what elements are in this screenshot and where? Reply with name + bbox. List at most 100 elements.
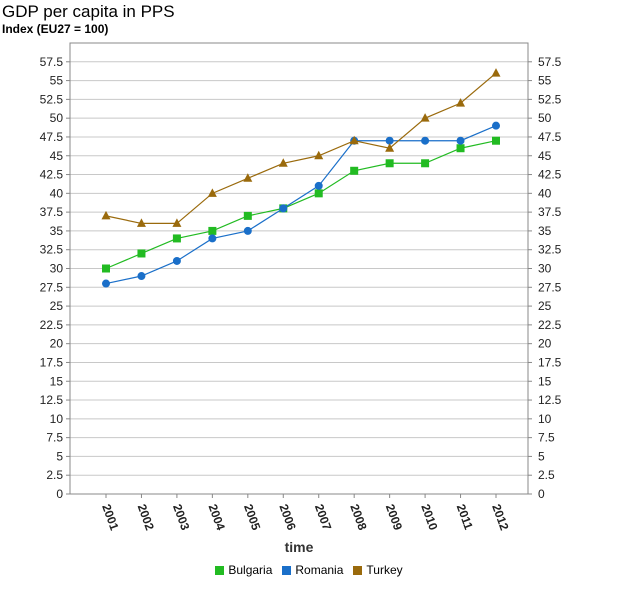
- y-tick-label-right: 25: [538, 299, 552, 313]
- y-tick-label-right: 17.5: [538, 355, 562, 369]
- y-tick-label-left: 32.5: [40, 243, 64, 257]
- y-tick-label-left: 50: [50, 111, 64, 125]
- x-tick-label: 2001: [99, 502, 121, 532]
- y-tick-label-left: 0: [56, 487, 63, 501]
- y-tick-label-right: 22.5: [538, 318, 562, 332]
- data-point-romania: [421, 136, 430, 145]
- y-tick-label-right: 32.5: [538, 243, 562, 257]
- y-tick-label-right: 35: [538, 224, 552, 238]
- data-point-bulgaria: [350, 166, 359, 175]
- y-axis-right: 02.557.51012.51517.52022.52527.53032.535…: [528, 55, 562, 501]
- y-tick-label-left: 5: [56, 449, 63, 463]
- data-point-romania: [172, 256, 181, 265]
- y-tick-label-left: 7.5: [46, 431, 63, 445]
- data-point-turkey: [101, 210, 111, 220]
- data-point-turkey: [243, 173, 253, 182]
- legend-label: Romania: [295, 563, 344, 577]
- x-tick-label: 2003: [170, 502, 192, 532]
- data-point-turkey: [207, 188, 217, 197]
- y-tick-label-right: 30: [538, 262, 552, 276]
- series-line-turkey: [105, 72, 497, 224]
- data-point-turkey: [420, 113, 430, 122]
- y-tick-label-right: 5: [538, 449, 545, 463]
- data-point-turkey: [456, 98, 466, 107]
- legend-swatch-turkey: [353, 565, 363, 575]
- y-tick-label-right: 55: [538, 74, 552, 88]
- data-point-bulgaria: [421, 159, 430, 168]
- y-tick-label-left: 15: [50, 374, 64, 388]
- y-tick-label-left: 10: [50, 412, 64, 426]
- series-line-romania: [105, 125, 497, 285]
- grid-lines: [70, 61, 528, 495]
- y-tick-label-right: 12.5: [538, 393, 562, 407]
- y-tick-label-right: 0: [538, 487, 545, 501]
- y-tick-label-left: 30: [50, 262, 64, 276]
- y-tick-label-left: 2.5: [46, 468, 63, 482]
- legend-item-bulgaria: Bulgaria: [215, 563, 272, 577]
- y-tick-label-right: 37.5: [538, 205, 562, 219]
- data-point-romania: [137, 272, 146, 281]
- x-tick-label: 2012: [489, 502, 511, 532]
- data-point-romania: [243, 226, 252, 235]
- data-point-romania: [456, 136, 465, 145]
- x-tick-label: 2004: [206, 502, 228, 532]
- y-tick-label-right: 10: [538, 412, 552, 426]
- y-tick-label-left: 55: [50, 74, 64, 88]
- legend-item-turkey: Turkey: [353, 563, 403, 577]
- data-point-turkey: [278, 158, 288, 167]
- y-tick-label-right: 52.5: [538, 92, 562, 106]
- legend-swatch-romania: [282, 565, 292, 575]
- x-tick-label: 2006: [276, 502, 298, 532]
- y-tick-label-left: 35: [50, 224, 64, 238]
- data-point-romania: [102, 279, 110, 288]
- data-point-bulgaria: [137, 249, 146, 258]
- y-tick-label-left: 20: [50, 337, 64, 351]
- x-tick-label: 2005: [241, 502, 263, 532]
- x-tick-label: 2008: [347, 502, 369, 532]
- y-axis-left: 02.557.51012.51517.52022.52527.53032.535…: [40, 55, 70, 501]
- y-tick-label-left: 40: [50, 186, 64, 200]
- legend: Bulgaria Romania Turkey: [0, 563, 618, 577]
- y-tick-label-left: 27.5: [40, 280, 64, 294]
- data-point-bulgaria: [102, 264, 110, 273]
- y-tick-label-right: 57.5: [538, 55, 562, 69]
- y-tick-label-left: 47.5: [40, 130, 64, 144]
- y-tick-label-left: 57.5: [40, 55, 64, 69]
- y-tick-label-right: 45: [538, 149, 552, 163]
- data-point-turkey: [349, 135, 359, 145]
- data-point-turkey: [314, 150, 324, 160]
- series-line-bulgaria: [105, 140, 497, 270]
- y-tick-label-left: 12.5: [40, 393, 64, 407]
- data-point-turkey: [172, 218, 182, 227]
- y-tick-label-left: 17.5: [40, 355, 64, 369]
- data-point-bulgaria: [385, 159, 394, 168]
- legend-label: Turkey: [366, 563, 403, 577]
- series-group: [101, 68, 501, 288]
- x-tick-label: 2010: [418, 502, 440, 532]
- data-point-bulgaria: [492, 136, 500, 145]
- x-tick-label: 2002: [135, 502, 157, 532]
- x-axis-title: time: [285, 539, 314, 555]
- y-tick-label-left: 37.5: [40, 205, 64, 219]
- y-tick-label-right: 50: [538, 111, 552, 125]
- chart-subtitle: Index (EU27 = 100): [2, 22, 109, 36]
- x-tick-label: 2011: [454, 502, 476, 532]
- y-tick-label-right: 20: [538, 337, 552, 351]
- data-point-romania: [314, 181, 323, 190]
- line-chart: 02.557.51012.51517.52022.52527.53032.535…: [40, 42, 562, 555]
- data-point-turkey: [385, 143, 395, 152]
- y-tick-label-left: 25: [50, 299, 64, 313]
- y-tick-label-right: 7.5: [538, 431, 555, 445]
- data-point-romania: [208, 234, 217, 243]
- legend-item-romania: Romania: [282, 563, 343, 577]
- x-axis: 2001 2002 2003 2004 2005 2006 2007 2008 2009 2010…: [99, 494, 512, 532]
- y-tick-label-right: 47.5: [538, 130, 562, 144]
- y-tick-label-left: 42.5: [40, 168, 64, 182]
- data-point-romania: [385, 136, 394, 145]
- data-point-romania: [279, 204, 288, 213]
- y-tick-label-left: 22.5: [40, 318, 64, 332]
- legend-swatch-bulgaria: [215, 565, 225, 575]
- y-tick-label-left: 52.5: [40, 92, 64, 106]
- x-tick-label: 2009: [383, 502, 405, 532]
- data-point-bulgaria: [172, 234, 181, 243]
